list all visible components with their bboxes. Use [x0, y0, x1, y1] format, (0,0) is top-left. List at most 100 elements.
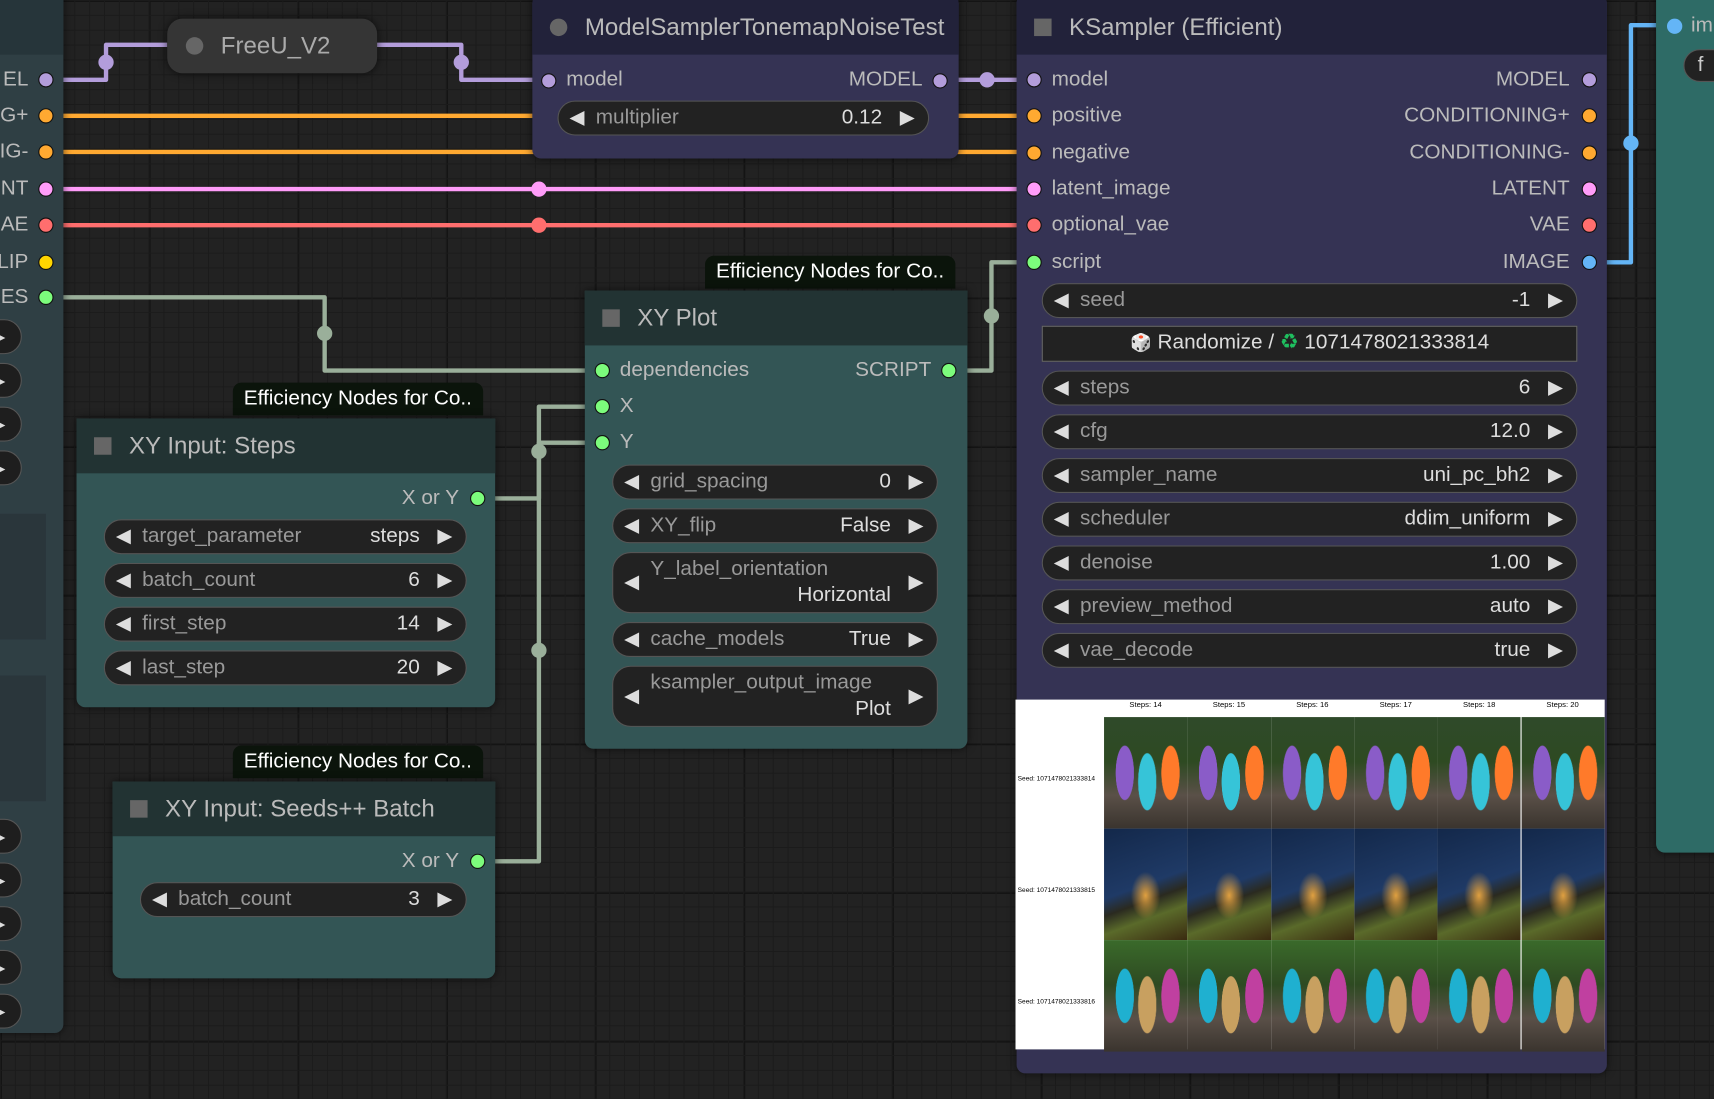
output-dot[interactable] — [932, 73, 948, 89]
output-dot[interactable] — [1581, 108, 1598, 124]
output-dot[interactable] — [1581, 181, 1598, 197]
wire-midpoint-handle[interactable] — [531, 642, 547, 659]
first-step-widget[interactable]: ◀ first_step 14 ▶ — [103, 606, 467, 642]
output-dot[interactable] — [1581, 72, 1598, 88]
collapse-dot-icon[interactable] — [549, 18, 568, 37]
left-node[interactable]: EL G+ IG- NT AE LIP ES ▶ ▶ ▶ ▶ ▶ ▶ ▶ ▶ ▶ — [0, 0, 64, 1033]
wire-midpoint-handle[interactable] — [453, 54, 469, 70]
widget-arrow-button[interactable]: ▶ — [0, 993, 22, 1029]
decrement-arrow-icon[interactable]: ◀ — [624, 513, 640, 536]
widget-arrow-button[interactable]: ▶ — [0, 949, 22, 985]
output-ig[interactable]: IG- — [0, 139, 29, 163]
batch-count-widget[interactable]: ◀ batch_count 3 ▶ — [139, 882, 467, 918]
decrement-arrow-icon[interactable]: ◀ — [1053, 507, 1069, 530]
increment-arrow-icon[interactable]: ▶ — [437, 612, 453, 635]
output-model[interactable]: MODEL — [1495, 67, 1570, 91]
decrement-arrow-icon[interactable]: ◀ — [1053, 550, 1069, 573]
input-dot[interactable] — [1026, 145, 1042, 161]
output-dot[interactable] — [38, 181, 54, 197]
freeu-v2-node[interactable]: FreeU_V2 — [167, 18, 378, 74]
decrement-arrow-icon[interactable]: ◀ — [624, 684, 640, 707]
decrement-arrow-icon[interactable]: ◀ — [115, 568, 132, 591]
y-label-orientation-widget[interactable]: ◀ Y_label_orientation Horizontal ▶ — [612, 552, 938, 614]
widget-arrow-button[interactable]: ▶ — [0, 906, 22, 942]
input-image[interactable]: im — [1691, 14, 1713, 38]
decrement-arrow-icon[interactable]: ◀ — [115, 655, 132, 678]
wire-midpoint-handle[interactable] — [983, 308, 1000, 324]
collapse-square-icon[interactable] — [94, 437, 112, 455]
steps-widget[interactable]: ◀ steps 6 ▶ — [1041, 370, 1578, 406]
input-model[interactable]: model — [1051, 67, 1109, 91]
input-latent-image[interactable]: latent_image — [1051, 177, 1171, 201]
increment-arrow-icon[interactable]: ▶ — [1548, 550, 1564, 573]
input-y[interactable]: Y — [619, 430, 634, 454]
increment-arrow-icon[interactable]: ▶ — [908, 513, 924, 536]
input-dot[interactable] — [1026, 108, 1042, 124]
input-positive[interactable]: positive — [1051, 103, 1122, 127]
input-negative[interactable]: negative — [1051, 141, 1131, 164]
input-x[interactable]: X — [619, 394, 634, 418]
right-node-widget[interactable]: f — [1683, 49, 1714, 82]
sampler-name-widget[interactable]: ◀ sampler_name uni_pc_bh2 ▶ — [1041, 458, 1578, 493]
increment-arrow-icon[interactable]: ▶ — [908, 470, 924, 492]
decrement-arrow-icon[interactable]: ◀ — [151, 887, 168, 910]
output-dot[interactable] — [1581, 145, 1598, 161]
input-image-dot[interactable] — [1666, 18, 1683, 34]
collapse-square-icon[interactable] — [1034, 18, 1052, 37]
increment-arrow-icon[interactable]: ▶ — [1548, 376, 1564, 398]
increment-arrow-icon[interactable]: ▶ — [908, 570, 924, 593]
randomize-button[interactable]: 🎲 Randomize / ♻ 1071478021333814 — [1041, 325, 1578, 362]
output-dot[interactable] — [1581, 254, 1598, 270]
input-dot[interactable] — [1026, 254, 1042, 270]
xy-input-steps-node[interactable]: XY Input: Steps X or Y ◀ target_parameter… — [76, 418, 496, 708]
increment-arrow-icon[interactable]: ▶ — [437, 568, 453, 591]
increment-arrow-icon[interactable]: ▶ — [1548, 419, 1564, 442]
wire-midpoint-handle[interactable] — [98, 54, 114, 70]
wire-midpoint-handle[interactable] — [531, 217, 547, 233]
output-nt[interactable]: NT — [0, 177, 29, 201]
input-script[interactable]: script — [1051, 250, 1102, 274]
decrement-arrow-icon[interactable]: ◀ — [1053, 594, 1069, 617]
decrement-arrow-icon[interactable]: ◀ — [1053, 419, 1069, 442]
increment-arrow-icon[interactable]: ▶ — [899, 106, 915, 128]
increment-arrow-icon[interactable]: ▶ — [1548, 288, 1564, 311]
input-dot[interactable] — [594, 435, 610, 451]
output-model[interactable]: MODEL — [848, 67, 923, 91]
batch-count-widget[interactable]: ◀ batch_count 6 ▶ — [103, 562, 467, 598]
decrement-arrow-icon[interactable]: ◀ — [569, 106, 585, 128]
decrement-arrow-icon[interactable]: ◀ — [624, 570, 640, 593]
decrement-arrow-icon[interactable]: ◀ — [1053, 376, 1069, 398]
input-model[interactable]: model — [566, 67, 623, 91]
grid-spacing-widget[interactable]: ◀ grid_spacing 0 ▶ — [612, 464, 938, 500]
output-dot[interactable] — [38, 289, 54, 305]
xy-input-seeds-batch-node[interactable]: XY Input: Seeds++ Batch X or Y ◀ batch_co… — [112, 781, 496, 979]
increment-arrow-icon[interactable]: ▶ — [1548, 507, 1564, 530]
wire-midpoint-handle[interactable] — [317, 325, 333, 342]
output-lip[interactable]: LIP — [0, 250, 29, 274]
decrement-arrow-icon[interactable]: ◀ — [624, 627, 640, 650]
output-dot[interactable] — [38, 254, 54, 270]
decrement-arrow-icon[interactable]: ◀ — [1053, 288, 1069, 311]
output-dot[interactable] — [38, 217, 54, 233]
increment-arrow-icon[interactable]: ▶ — [1548, 463, 1564, 486]
output-dot[interactable] — [38, 108, 54, 124]
input-dot[interactable] — [1026, 217, 1042, 233]
widget-arrow-button[interactable]: ▶ — [0, 862, 22, 898]
widget-arrow-button[interactable]: ▶ — [0, 818, 22, 854]
input-dot[interactable] — [594, 398, 610, 415]
decrement-arrow-icon[interactable]: ◀ — [115, 612, 132, 635]
output-el[interactable]: EL — [3, 67, 29, 91]
increment-arrow-icon[interactable]: ▶ — [437, 524, 453, 547]
increment-arrow-icon[interactable]: ▶ — [908, 684, 924, 707]
input-dot[interactable] — [1026, 181, 1042, 197]
output-dot[interactable] — [38, 144, 54, 160]
cfg-widget[interactable]: ◀ cfg 12.0 ▶ — [1041, 414, 1578, 450]
output-conditioning[interactable]: CONDITIONING- — [1409, 141, 1570, 164]
output-dot[interactable] — [470, 853, 486, 870]
wire-midpoint-handle[interactable] — [531, 181, 547, 197]
output-es[interactable]: ES — [0, 285, 29, 309]
collapse-dot-icon[interactable] — [185, 37, 204, 55]
widget-arrow-button[interactable]: ▶ — [0, 362, 22, 398]
output-image[interactable]: IMAGE — [1502, 250, 1570, 274]
right-node[interactable]: im f — [1656, 0, 1714, 853]
